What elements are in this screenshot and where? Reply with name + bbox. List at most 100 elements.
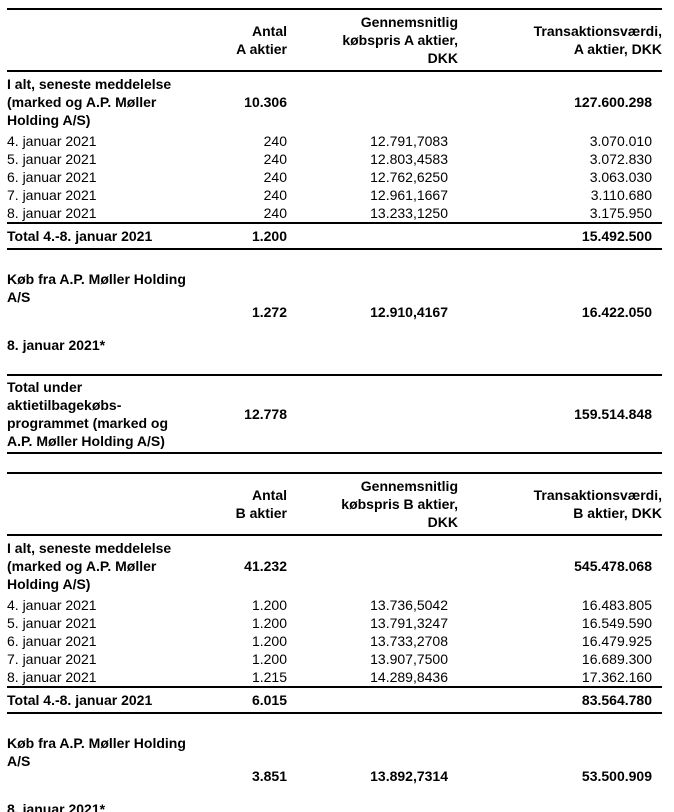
cell-koebspris: 12.910,4167 [370,304,448,320]
cell-koebspris: 12.791,7083 [370,133,448,149]
cell-koebspris: 13.733,2708 [370,633,448,649]
a-row-date-8-januar: 8. januar 2021 240 13.233,1250 3.175.950 [7,204,662,223]
row-label: Total under aktietilbagekøbs- programmet… [7,379,169,449]
cell-antal: 6.015 [251,692,287,708]
a-row-date-6-januar: 6. januar 2021 240 12.762,6250 3.063.030 [7,168,662,186]
a-column-header-empty [7,9,225,71]
cell-antal: 3.851 [251,768,287,784]
cell-koebspris: 12.961,1667 [370,187,448,203]
cell-koebspris: 12.803,4583 [370,151,448,167]
cell-antal: 240 [263,133,287,149]
row-label-cell: Køb fra A.P. Møller Holding A/S 8. janua… [7,713,225,812]
cell-antal: 240 [263,205,287,221]
a-row-koeb-fra-apm-holding: Køb fra A.P. Møller Holding A/S 8. janua… [7,249,662,375]
cell-transaktionsvaerdi: 3.063.030 [589,169,652,185]
b-row-koeb-fra-apm-holding: Køb fra A.P. Møller Holding A/S 8. janua… [7,713,662,812]
cell-antal: 240 [263,151,287,167]
row-label: Total 4.-8. januar 2021 [7,692,153,708]
row-label: Køb fra A.P. Møller Holding A/S [7,735,186,769]
a-row-date-7-januar: 7. januar 2021 240 12.961,1667 3.110.680 [7,186,662,204]
cell-transaktionsvaerdi: 159.514.848 [574,406,652,422]
cell-transaktionsvaerdi: 15.492.500 [581,228,652,244]
a-column-header-transaktionsvaerdi: Transaktionsværdi, A aktier, DKK [533,23,662,57]
cell-transaktionsvaerdi: 16.422.050 [581,304,652,320]
row-label: 4. januar 2021 [7,597,97,613]
cell-transaktionsvaerdi: 3.175.950 [589,205,652,221]
cell-transaktionsvaerdi: 545.478.068 [574,558,652,574]
b-row-date-4-januar: 4. januar 2021 1.200 13.736,5042 16.483.… [7,596,662,614]
cell-transaktionsvaerdi: 127.600.298 [574,94,652,110]
row-label: I alt, seneste meddelelse (marked og A.P… [7,540,172,592]
cell-antal: 1.200 [251,597,287,613]
a-row-total-programme: Total under aktietilbagekøbs- programmet… [7,375,662,453]
cell-transaktionsvaerdi: 16.689.300 [581,651,652,667]
cell-koebspris [287,223,458,249]
b-column-header-transaktionsvaerdi: Transaktionsværdi, B aktier, DKK [533,487,662,521]
a-row-i-alt-seneste-meddelelse: I alt, seneste meddelelse (marked og A.P… [7,71,662,132]
cell-koebspris: 14.289,8436 [370,669,448,685]
cell-antal: 10.306 [244,94,287,110]
row-label: 7. januar 2021 [7,187,97,203]
row-label: 5. januar 2021 [7,151,97,167]
b-row-date-8-januar: 8. januar 2021 1.215 14.289,8436 17.362.… [7,668,662,687]
row-label: 7. januar 2021 [7,651,97,667]
cell-antal: 12.778 [244,406,287,422]
cell-koebspris: 12.762,6250 [370,169,448,185]
cell-transaktionsvaerdi: 16.549.590 [581,615,652,631]
b-column-header-antal: Antal B aktier [235,487,287,521]
cell-koebspris [287,375,458,453]
b-row-total-week: Total 4.-8. januar 2021 6.015 83.564.780 [7,687,662,713]
cell-antal: 1.200 [251,651,287,667]
cell-antal: 1.200 [251,615,287,631]
a-row-total-week: Total 4.-8. januar 2021 1.200 15.492.500 [7,223,662,249]
a-shares-table: Antal A aktier Gennemsnitlig købspris A … [7,8,662,454]
cell-transaktionsvaerdi: 53.500.909 [581,768,652,784]
row-label: 8. januar 2021 [7,205,97,221]
cell-transaktionsvaerdi: 3.070.010 [589,133,652,149]
cell-antal: 1.200 [251,228,287,244]
cell-transaktionsvaerdi: 83.564.780 [581,692,652,708]
cell-antal: 1.215 [251,669,287,685]
row-label: Køb fra A.P. Møller Holding A/S [7,271,186,305]
row-sublabel: 8. januar 2021* [7,337,106,353]
cell-antal: 240 [263,169,287,185]
cell-koebspris: 13.791,3247 [370,615,448,631]
row-label: I alt, seneste meddelelse (marked og A.P… [7,76,172,128]
row-label: 8. januar 2021 [7,669,97,685]
cell-antal: 1.200 [251,633,287,649]
cell-antal: 1.272 [251,304,287,320]
row-label: 6. januar 2021 [7,633,97,649]
cell-transaktionsvaerdi: 16.479.925 [581,633,652,649]
cell-antal: 41.232 [244,558,287,574]
a-row-date-5-januar: 5. januar 2021 240 12.803,4583 3.072.830 [7,150,662,168]
cell-koebspris [287,535,458,596]
a-column-header-antal: Antal A aktier [236,23,287,57]
cell-koebspris [287,687,458,713]
cell-koebspris [287,71,458,132]
a-table-header-row: Antal A aktier Gennemsnitlig købspris A … [7,9,662,71]
b-table-header-row: Antal B aktier Gennemsnitlig købspris B … [7,473,662,535]
cell-transaktionsvaerdi: 17.362.160 [581,669,652,685]
a-column-header-koebspris: Gennemsnitlig købspris A aktier, DKK [342,14,458,66]
b-column-header-empty [7,473,225,535]
row-label: 4. januar 2021 [7,133,97,149]
cell-transaktionsvaerdi: 3.110.680 [590,187,652,203]
b-column-header-koebspris: Gennemsnitlig købspris B aktier, DKK [341,478,458,530]
row-label: 6. januar 2021 [7,169,97,185]
cell-koebspris: 13.892,7314 [370,768,448,784]
cell-koebspris: 13.233,1250 [370,205,448,221]
cell-transaktionsvaerdi: 16.483.805 [581,597,652,613]
cell-antal: 240 [263,187,287,203]
cell-koebspris: 13.736,5042 [370,597,448,613]
b-row-date-7-januar: 7. januar 2021 1.200 13.907,7500 16.689.… [7,650,662,668]
cell-koebspris: 13.907,7500 [370,651,448,667]
b-row-date-6-januar: 6. januar 2021 1.200 13.733,2708 16.479.… [7,632,662,650]
b-shares-table: Antal B aktier Gennemsnitlig købspris B … [7,472,662,812]
row-label: 5. januar 2021 [7,615,97,631]
row-label: Total 4.-8. januar 2021 [7,228,153,244]
a-row-date-4-januar: 4. januar 2021 240 12.791,7083 3.070.010 [7,132,662,150]
row-label-cell: Køb fra A.P. Møller Holding A/S 8. janua… [7,249,225,375]
b-row-i-alt-seneste-meddelelse: I alt, seneste meddelelse (marked og A.P… [7,535,662,596]
b-row-date-5-januar: 5. januar 2021 1.200 13.791,3247 16.549.… [7,614,662,632]
